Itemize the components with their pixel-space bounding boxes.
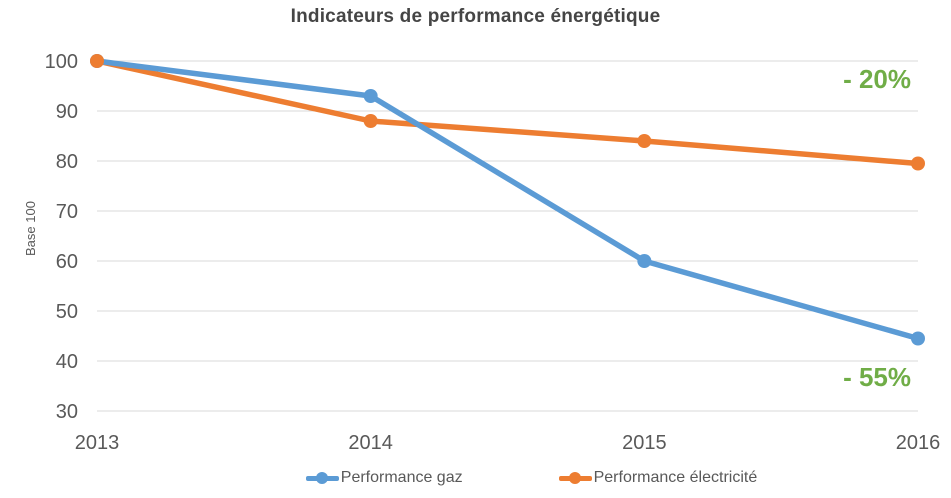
legend-label-gaz: Performance gaz: [340, 469, 463, 486]
data-point-electricite-2015: [637, 134, 652, 148]
y-tick-label: 60: [56, 251, 78, 273]
x-tick-label: 2014: [348, 432, 393, 454]
legend-item-electricite[interactable]: Performance électricité: [558, 469, 758, 487]
data-point-electricite-2014: [363, 114, 378, 128]
data-point-gaz-2015: [637, 254, 652, 268]
x-tick-label: 2015: [622, 432, 667, 454]
annotation-gaz-change: - 55%: [843, 362, 911, 392]
y-tick-label: 100: [45, 51, 78, 73]
legend-label-electricite: Performance électricité: [593, 469, 758, 486]
series-line-electricite: [94, 58, 921, 167]
legend-item-gaz[interactable]: Performance gaz: [305, 469, 463, 487]
y-tick-label: 40: [56, 351, 78, 373]
line-marker-icon: [305, 472, 339, 485]
annotation-electricite-change: - 20%: [843, 64, 911, 94]
x-tick-label: 2016: [896, 432, 941, 454]
chart-title: Indicateurs de performance énergétique: [290, 6, 661, 27]
y-tick-label: 30: [56, 401, 78, 423]
x-tick-label: 2013: [75, 432, 120, 454]
y-tick-label: 50: [56, 301, 78, 323]
data-point-gaz-2016: [911, 331, 925, 346]
y-tick-label: 80: [56, 151, 78, 173]
y-tick-label: 70: [56, 201, 78, 223]
y-tick-label: 90: [56, 101, 78, 123]
data-point-electricite-2013: [90, 54, 104, 68]
data-point-electricite-2016: [911, 156, 925, 171]
line-marker-icon: [558, 472, 592, 485]
legend: Performance gaz Performance électricité: [121, 469, 942, 487]
data-point-gaz-2014: [363, 89, 378, 103]
series-line-gaz: [94, 58, 921, 342]
